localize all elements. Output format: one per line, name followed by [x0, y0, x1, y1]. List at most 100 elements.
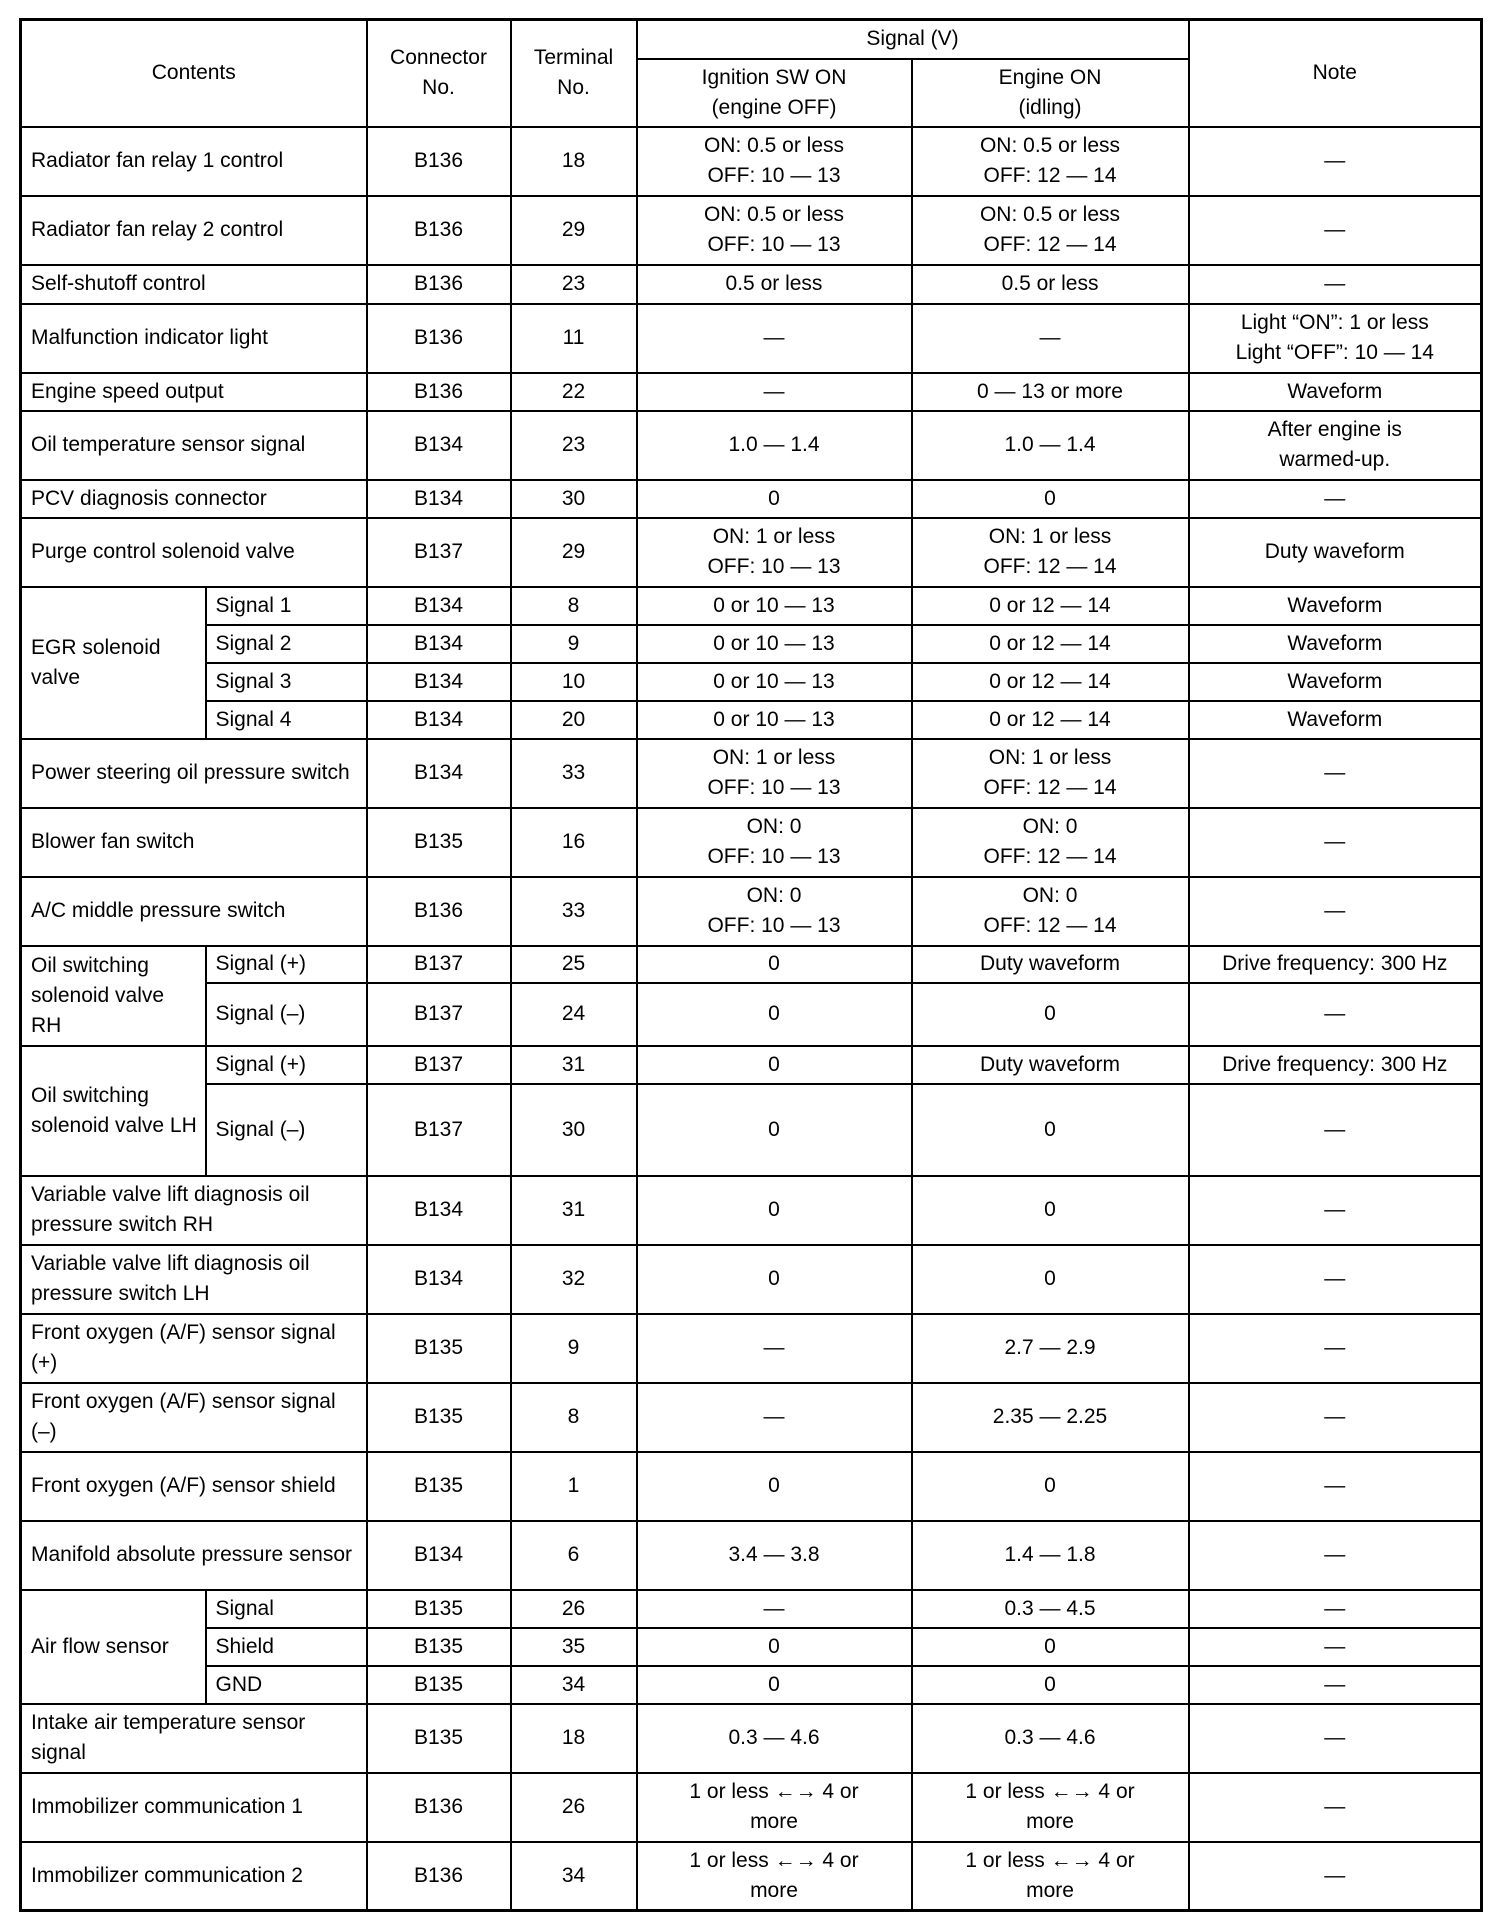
connector-cell: B137 [365, 516, 512, 588]
table-row: Signal 4 B134 20 0 or 10 — 13 0 or 12 — 14 Wa… [21, 699, 1483, 740]
terminal-cell: 32 [509, 1243, 638, 1315]
table-row: Variable valve lift diagnosis oil pressu… [19, 1174, 1483, 1246]
engine-on-signal-cell: 0 or 12 — 14 [910, 623, 1190, 664]
note-cell: — [1187, 1626, 1483, 1667]
engine-on-signal-cell: — [910, 302, 1190, 374]
contents-cell: Front oxygen (A/F) sensor signal (–) [19, 1381, 368, 1453]
contents-cell: Blower fan switch [19, 806, 368, 878]
connector-cell: B135 [365, 1664, 512, 1705]
table-row: Malfunction indicator light B136 11— — Light… [19, 302, 1483, 374]
table-row: Immobilizer communication 2 B136 34 1 or le… [19, 1840, 1483, 1912]
note-cell: Light “ON”: 1 or less Light “OFF”: 10 — … [1187, 302, 1483, 374]
table-row: GND B135 34 0 0— [21, 1664, 1483, 1705]
header-terminal: Terminal No. [509, 18, 638, 128]
group-label: Oil switching solenoid valve RH [19, 944, 207, 1047]
table-row: Shield B135 35 0 0— [21, 1626, 1483, 1667]
connector-cell: B134 [365, 1519, 512, 1591]
header-engine-on: Engine ON (idling) [910, 57, 1190, 128]
connector-cell: B136 [365, 1771, 512, 1843]
terminal-cell: 30 [509, 478, 638, 519]
engine-on-signal-cell: 0 — 13 or more [910, 371, 1190, 412]
terminal-cell: 8 [509, 1381, 638, 1453]
contents-cell: Radiator fan relay 1 control [19, 125, 368, 197]
sub-item-label: Signal (+) [204, 1044, 368, 1085]
connector-cell: B134 [365, 409, 512, 481]
ignition-on-signal-cell: 0 [635, 1174, 913, 1246]
engine-on-signal-cell: 0 [910, 1243, 1190, 1315]
engine-on-signal-cell: ON: 0 OFF: 12 — 14 [910, 806, 1190, 878]
note-cell: — [1187, 478, 1483, 519]
terminal-cell: 18 [509, 1702, 638, 1774]
terminal-cell: 8 [509, 585, 638, 626]
table-row: Air flow sensor Signal B135 26—0.3 — 4.5— [19, 1588, 1483, 1705]
table-row: Immobilizer communication 1 B136 26 1 or le… [19, 1771, 1483, 1843]
table-row: Blower fan switch B135 16 ON: 0 OFF: 10 — 1… [19, 806, 1483, 878]
terminal-cell: 1 [509, 1450, 638, 1522]
note-cell: Drive frequency: 300 Hz [1187, 1044, 1483, 1085]
table-row: Radiator fan relay 2 control B136 29 ON: 0.… [19, 194, 1483, 266]
connector-cell: B136 [365, 263, 512, 305]
connector-cell: B135 [365, 1381, 512, 1453]
note-cell: Waveform [1187, 585, 1483, 626]
table-row: Variable valve lift diagnosis oil pressu… [19, 1243, 1483, 1315]
sub-item-label: Signal (–) [204, 981, 368, 1047]
ignition-on-signal-cell: — [635, 371, 913, 412]
sub-item-label: Signal 1 [204, 585, 368, 626]
header-note: Note [1187, 18, 1483, 128]
ignition-on-signal-cell: ON: 1 or less OFF: 10 — 13 [635, 737, 913, 809]
ignition-on-signal-cell: 0 [635, 478, 913, 519]
engine-on-signal-cell: 2.7 — 2.9 [910, 1312, 1190, 1384]
connector-cell: B134 [365, 585, 512, 626]
ignition-on-signal-cell: 0 [635, 1243, 913, 1315]
ignition-on-signal-cell: 0 [635, 1082, 913, 1177]
terminal-cell: 11 [509, 302, 638, 374]
ignition-on-signal-cell: — [635, 302, 913, 374]
note-cell: — [1187, 1771, 1483, 1843]
header-connector: Connector No. [365, 18, 512, 128]
ignition-on-signal-cell: 0 [635, 1450, 913, 1522]
engine-on-signal-cell: 0 [910, 1174, 1190, 1246]
engine-on-signal-cell: 1.0 — 1.4 [910, 409, 1190, 481]
engine-on-signal-cell: 0 or 12 — 14 [910, 699, 1190, 740]
sub-item-label: Signal 4 [204, 699, 368, 740]
ignition-on-signal-cell: 1 or less ←→ 4 or more [635, 1771, 913, 1843]
ignition-on-signal-cell: 0 or 10 — 13 [635, 585, 913, 626]
note-cell: — [1187, 1588, 1483, 1629]
header-ignition-on: Ignition SW ON (engine OFF) [635, 57, 913, 128]
connector-cell: B134 [365, 1243, 512, 1315]
engine-on-signal-cell: 0 [910, 1626, 1190, 1667]
engine-on-signal-cell: 0 [910, 981, 1190, 1047]
note-cell: — [1187, 1664, 1483, 1705]
contents-cell: Power steering oil pressure switch [19, 737, 368, 809]
contents-cell: Immobilizer communication 1 [19, 1771, 368, 1843]
connector-cell: B134 [365, 478, 512, 519]
engine-on-signal-cell: 0 or 12 — 14 [910, 661, 1190, 702]
contents-cell: Variable valve lift diagnosis oil pressu… [19, 1243, 368, 1315]
engine-on-signal-cell: ON: 1 or less OFF: 12 — 14 [910, 516, 1190, 588]
connector-cell: B135 [365, 1450, 512, 1522]
ignition-on-signal-cell: 0 [635, 1626, 913, 1667]
table-row: Power steering oil pressure switch B134 33… [19, 737, 1483, 809]
engine-on-signal-cell: 0 [910, 1450, 1190, 1522]
note-cell: — [1187, 1702, 1483, 1774]
terminal-cell: 9 [509, 1312, 638, 1384]
note-cell: Duty waveform [1187, 516, 1483, 588]
engine-on-signal-cell: Duty waveform [910, 944, 1190, 984]
connector-cell: B134 [365, 737, 512, 809]
table-row: Front oxygen (A/F) sensor shield B135 1 0 0— [19, 1450, 1483, 1522]
terminal-cell: 33 [509, 737, 638, 809]
note-cell: — [1187, 981, 1483, 1047]
note-cell: Waveform [1187, 699, 1483, 740]
ignition-on-signal-cell: 3.4 — 3.8 [635, 1519, 913, 1591]
table-row: Intake air temperature sensor signal B135… [19, 1702, 1483, 1774]
ignition-on-signal-cell: 0.5 or less [635, 263, 913, 305]
ignition-on-signal-cell: 0 or 10 — 13 [635, 623, 913, 664]
ignition-on-signal-cell: — [635, 1588, 913, 1629]
terminal-cell: 25 [509, 944, 638, 984]
ignition-on-signal-cell: 0 [635, 981, 913, 1047]
terminal-cell: 31 [509, 1174, 638, 1246]
connector-cell: B136 [365, 125, 512, 197]
contents-cell: Malfunction indicator light [19, 302, 368, 374]
note-cell: — [1187, 1174, 1483, 1246]
note-cell: — [1187, 125, 1483, 197]
